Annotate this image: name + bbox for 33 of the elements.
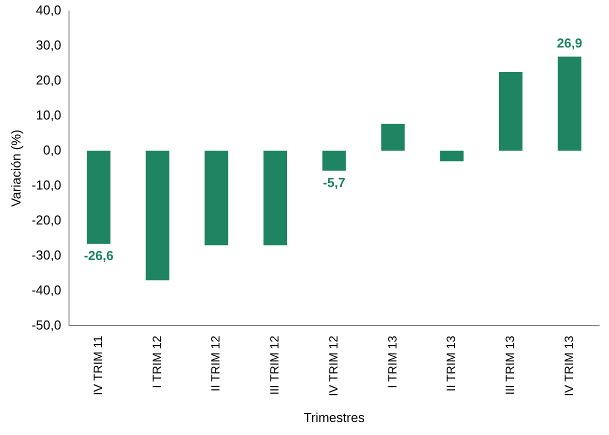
x-tick-label: III TRIM 13	[503, 335, 518, 395]
y-tick-label: 30,0	[36, 37, 62, 52]
y-tick-label: -40,0	[32, 282, 62, 298]
x-axis-title: Trimestres	[304, 410, 366, 425]
x-tick-label: IV TRIM 11	[90, 335, 105, 396]
bar	[322, 150, 346, 171]
bar	[558, 56, 582, 151]
bar	[204, 150, 228, 246]
data-label: -26,6	[84, 248, 114, 263]
y-tick-label: -10,0	[32, 177, 62, 192]
bar	[146, 150, 170, 280]
x-tick-label: I TRIM 12	[150, 335, 164, 388]
bar	[440, 150, 464, 162]
x-tick-label: IV TRIM 13	[562, 335, 576, 396]
bar	[381, 124, 405, 151]
data-label: -5,7	[322, 174, 346, 190]
y-tick-label: 40,0	[36, 2, 62, 18]
bar	[263, 150, 288, 246]
x-tick-label: IV TRIM 12	[326, 335, 340, 396]
x-tick-label: II TRIM 13	[444, 335, 458, 392]
bar	[498, 72, 522, 151]
y-tick-label: 0,0	[43, 142, 62, 158]
y-axis-title: Variación (%)	[8, 130, 24, 207]
y-tick-label: -30,0	[32, 247, 62, 262]
y-tick-label: -20,0	[32, 212, 62, 228]
x-tick-label: I TRIM 13	[385, 335, 400, 388]
x-tick-label: III TRIM 12	[268, 335, 282, 395]
data-label: 26,9	[556, 36, 582, 51]
bar	[86, 150, 110, 244]
y-tick-label: 10,0	[36, 107, 62, 122]
y-tick-label: -50,0	[32, 317, 62, 332]
x-tick-label: II TRIM 12	[208, 335, 223, 392]
y-tick-label: 20,0	[36, 72, 62, 88]
